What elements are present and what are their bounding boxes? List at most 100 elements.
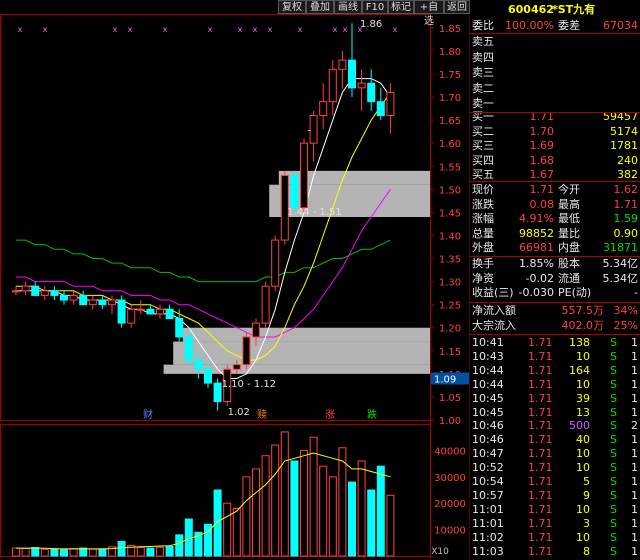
stat-label: 外盘 (472, 241, 494, 255)
candle-body (194, 359, 203, 370)
toolbar-f10-button[interactable]: F10 (362, 0, 388, 14)
volume-bar (280, 431, 289, 557)
tick-volume: 164 (569, 363, 590, 377)
event-marker: 涨 (325, 409, 335, 421)
sell-label: 卖三 (472, 66, 494, 79)
ma5-line (16, 78, 391, 379)
volume-bar (261, 455, 270, 557)
chip-zone-bar (163, 364, 430, 374)
tick-price: 1.71 (528, 349, 553, 363)
candle-body (127, 308, 136, 324)
toolbar-back-button[interactable]: 返回 (444, 0, 470, 14)
top-event-marker: x (128, 25, 133, 34)
tick-row: 10:46 1.71 40 S 1 (470, 432, 640, 448)
ma20-line (16, 189, 391, 338)
stat-label: 今开 (558, 183, 580, 196)
divider (470, 302, 640, 303)
tick-time: 10:45 (472, 405, 504, 419)
candle-body (252, 322, 260, 338)
toolbar-overlay-button[interactable]: 叠加 (306, 0, 334, 14)
volume-bar (357, 460, 366, 557)
volume-bar (204, 523, 212, 557)
volume-bar (127, 544, 136, 557)
buy-row: 买一 1.71 59457 (470, 109, 640, 125)
tick-price: 1.71 (528, 363, 553, 377)
tick-row: 10:44 1.71 10 S 1 (470, 377, 640, 393)
candle-body (242, 336, 251, 366)
tick-volume: 8 (583, 544, 590, 558)
tick-volume: 13 (576, 405, 590, 419)
flow-label: 净流入额 (472, 304, 516, 317)
buy-label: 买四 (472, 153, 494, 167)
stat-label: 现价 (472, 183, 494, 196)
tick-row: 10:54 1.71 5 S 1 (470, 474, 640, 490)
event-marker: 财 (143, 408, 153, 421)
volume-bar (69, 548, 78, 557)
volume-bar (376, 465, 385, 557)
range-label-bottom: 1.10 - 1.12 (222, 379, 277, 390)
sell-row: 卖二 (470, 81, 640, 97)
price-axis-label: 1.75 (439, 70, 461, 81)
tick-time: 10:44 (472, 363, 504, 377)
volume-bar (117, 540, 126, 557)
candle-body (338, 59, 347, 70)
tick-side: S (610, 461, 617, 475)
top-event-marker: x (18, 25, 23, 34)
top-event-marker: x (298, 25, 303, 34)
volume-bar (79, 547, 88, 557)
volume-bar (290, 460, 299, 557)
tick-price: 1.71 (528, 419, 553, 433)
toolbar-mark-button[interactable]: 标记 (388, 0, 414, 14)
tick-volume: 40 (576, 433, 590, 447)
flow-label: 大宗流入 (472, 319, 516, 332)
tick-time: 10:41 (472, 336, 504, 349)
stat-row: 涨幅 4.91% 最低 1.59 (470, 211, 640, 227)
tick-count: 1 (631, 405, 638, 419)
volume-bar (175, 534, 184, 557)
kline-chart[interactable]: 1.85 1.80 1.75 1.70 1.65 1.60 1.55 1.50 1.45 1.40… (0, 0, 470, 558)
candle-body (328, 68, 337, 103)
tick-volume: 138 (569, 336, 590, 349)
candle-body (223, 368, 232, 403)
stat-label: 内盘 (558, 241, 580, 255)
stat-value: -0.02 (525, 271, 554, 285)
volume-bar (21, 548, 30, 557)
stat-label: 流通 (558, 271, 580, 285)
tick-row: 10:43 1.71 10 S 1 (470, 349, 640, 365)
top-event-marker: x (268, 25, 273, 34)
tick-price: 1.71 (528, 433, 553, 447)
volume-bar (252, 468, 260, 557)
volume-bar (98, 548, 107, 557)
volume-axis-label: 40000 (434, 446, 466, 457)
tick-count: 1 (631, 530, 638, 544)
tick-time: 10:44 (472, 377, 504, 391)
toolbar-draw-button[interactable]: 画线 (334, 0, 362, 14)
buy-label: 买二 (472, 124, 494, 138)
stat-value: 1.85% (519, 257, 554, 270)
flow-row: 大宗流入 402.0万 25% (470, 318, 640, 334)
stat-value: 1.71 (613, 197, 639, 211)
toolbar-add-watchlist-button[interactable]: +自选 (414, 0, 444, 27)
stat-value: 66981 (519, 241, 554, 255)
tick-price: 1.71 (528, 516, 553, 530)
tick-count: 1 (631, 336, 638, 349)
tick-price: 1.71 (528, 544, 553, 558)
candle-body (88, 299, 97, 306)
tick-time: 10:46 (472, 419, 504, 433)
stock-code: 600462 (508, 3, 554, 16)
tick-row: 10:46 1.71 500 S 2 (470, 418, 640, 434)
price-axis-label: 1.70 (439, 93, 461, 104)
stat-row: 净资 -0.02 流通 5.34亿 (470, 271, 640, 287)
tick-count: 1 (631, 461, 638, 475)
stat-value: -0.030 (518, 286, 554, 300)
sell-label: 卖二 (472, 81, 494, 95)
stat-value: 1.71 (529, 183, 555, 196)
tick-row: 10:57 1.71 9 S 1 (470, 488, 640, 504)
sell-row: 卖五 (470, 34, 640, 50)
candle-body (156, 308, 164, 315)
tick-side: S (610, 447, 617, 461)
tick-side: S (610, 419, 617, 433)
stat-label: PE(动) (558, 286, 592, 300)
toolbar-fuquan-button[interactable]: 复权 (278, 0, 306, 14)
buy-volume: 240 (617, 153, 638, 167)
